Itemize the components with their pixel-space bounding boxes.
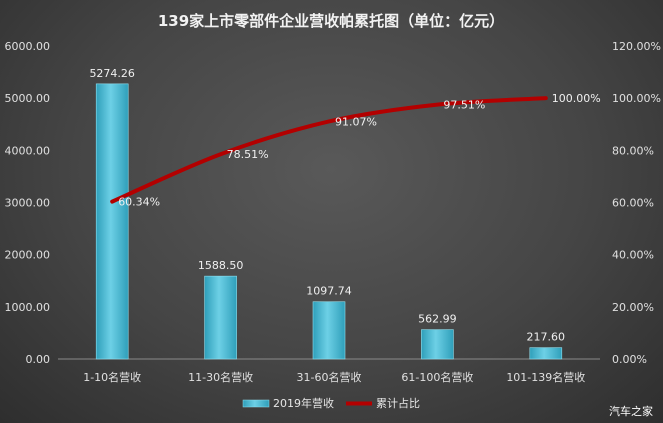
left-axis-tick-label: 2000.00 — [5, 249, 51, 262]
x-axis-ticks: 1-10名营收 11-30名营收 31-60名营收 61-100名营收 101-139名… — [83, 370, 585, 384]
x-axis-tick-label: 1-10名营收 — [83, 370, 141, 384]
line-series: 60.34% 78.51% 91.07% 97.51% 100.00% — [110, 92, 601, 209]
x-axis-tick-label: 31-60名营收 — [297, 370, 362, 384]
left-axis-tick-label: 4000.00 — [5, 144, 51, 157]
right-axis-tick-label: 120.00% — [612, 40, 661, 53]
line-point — [327, 119, 331, 123]
line-data-label: 100.00% — [552, 92, 601, 105]
bar — [95, 83, 129, 360]
cumulative-line — [110, 96, 548, 204]
right-axis-tick-label: 80.00% — [612, 144, 654, 157]
bar-data-label: 1097.74 — [306, 285, 352, 298]
left-axis-tick-label: 1000.00 — [5, 301, 51, 314]
right-axis-tick-label: 0.00% — [612, 353, 647, 366]
line-point — [544, 96, 548, 100]
bar-data-label: 5274.26 — [89, 67, 135, 80]
left-axis-tick-label: 0.00 — [26, 353, 51, 366]
bar — [421, 329, 454, 360]
left-axis-tick-label: 3000.00 — [5, 197, 51, 210]
x-axis-tick-label: 11-30名营收 — [188, 370, 253, 384]
x-axis-tick-label: 61-100名营收 — [401, 370, 473, 384]
bar — [529, 347, 563, 360]
bar-data-label: 217.60 — [527, 331, 566, 344]
left-axis-ticks: 0.00 1000.00 2000.00 3000.00 4000.00 5000.00 6… — [5, 40, 51, 366]
right-axis-tick-label: 20.00% — [612, 301, 654, 314]
x-axis-tick-label: 101-139名营收 — [506, 370, 585, 384]
bar — [204, 275, 237, 360]
legend-line-label: 累计占比 — [376, 396, 420, 410]
bar-data-label: 562.99 — [418, 313, 457, 326]
chart-title: 139家上市零部件企业营收帕累托图（单位：亿元） — [158, 12, 504, 30]
legend: 2019年营收 累计占比 — [242, 396, 420, 410]
right-axis-tick-label: 40.00% — [612, 249, 654, 262]
bar-series: 5274.26 1588.50 1097.74 562.99 217.60 — [89, 67, 566, 360]
right-axis-ticks: 0.00% 20.00% 40.00% 60.00% 80.00% 100.00% 120.… — [612, 40, 661, 366]
legend-bar-label: 2019年营收 — [273, 396, 334, 410]
line-point — [435, 103, 439, 107]
left-axis-tick-label: 5000.00 — [5, 92, 51, 105]
line-point — [219, 152, 223, 156]
line-data-label: 91.07% — [335, 115, 377, 128]
right-axis-tick-label: 60.00% — [612, 197, 654, 210]
watermark-text: 汽车之家 — [609, 404, 653, 418]
bar — [312, 301, 346, 360]
line-data-label: 60.34% — [118, 196, 160, 209]
bar-data-label: 1588.50 — [198, 259, 244, 272]
left-axis-tick-label: 6000.00 — [5, 40, 51, 53]
line-data-label: 78.51% — [227, 148, 269, 161]
right-axis-tick-label: 100.00% — [612, 92, 661, 105]
line-point — [110, 200, 114, 204]
line-data-label: 97.51% — [443, 99, 485, 112]
legend-bar-swatch — [242, 399, 270, 408]
